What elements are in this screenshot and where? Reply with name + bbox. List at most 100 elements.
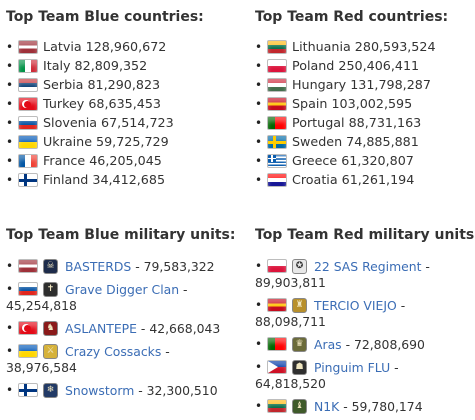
military-unit-damage-continued: 45,254,818 — [6, 298, 77, 313]
military-unit-link[interactable]: Crazy Cossacks — [65, 343, 162, 359]
bullet-icon: • — [255, 259, 263, 273]
bullet-icon: • — [255, 115, 263, 130]
blue-countries-section: Top Team Blue countries: • Latvia 128,960… — [6, 9, 236, 189]
military-unit-damage: - 42,668,043 — [136, 320, 221, 336]
bullet-icon: • — [255, 399, 263, 413]
red-units-section: Top Team Red military units: • ✪ 22 SAS Re… — [255, 227, 475, 420]
military-unit-link[interactable]: 22 SAS Regiment — [314, 258, 422, 274]
lithuania-flag — [267, 399, 287, 413]
bullet-icon: • — [6, 282, 14, 296]
greece-flag — [267, 153, 287, 168]
bullet-icon: • — [255, 96, 263, 111]
country-name-and-damage: Finland 34,412,685 — [43, 172, 166, 187]
country-name-and-damage: Serbia 81,290,823 — [43, 77, 161, 92]
military-unit-link[interactable]: ASLANTEPE — [65, 320, 137, 336]
bullet-icon: • — [255, 39, 263, 54]
country-list-item: • Spain 103,002,595 — [255, 94, 475, 113]
blue-countries-list: • Latvia 128,960,672 • Italy 82,809,352 • Ser… — [6, 37, 236, 189]
red-countries-heading: Top Team Red countries: — [255, 9, 449, 25]
bullet-icon: • — [6, 115, 14, 130]
spain-flag — [267, 298, 287, 312]
country-list-item: • France 46,205,045 — [6, 151, 236, 170]
aras-emblem[interactable]: ♛ — [292, 336, 307, 352]
military-unit-list-item: • ⚔ Crazy Cossacks - 38,976,584 — [6, 342, 236, 376]
grave-digger-emblem[interactable]: ✝ — [43, 281, 58, 297]
military-unit-list-item: • ♜ TERCIO VIEJO - 88,098,711 — [255, 296, 475, 330]
red-countries-list: • Lithuania 280,593,524 • Poland 250,406,41… — [255, 37, 475, 189]
crazy-cossacks-emblem[interactable]: ⚔ — [43, 343, 58, 359]
finland-flag — [18, 172, 38, 187]
military-unit-damage: - — [421, 258, 430, 274]
bullet-icon: • — [255, 337, 263, 351]
bullet-icon: • — [255, 153, 263, 168]
country-list-item: • Lithuania 280,593,524 — [255, 37, 475, 56]
aslantepe-emblem[interactable]: ♞ — [43, 320, 58, 336]
country-name-and-damage: Hungary 131,798,287 — [292, 77, 431, 92]
military-unit-list-item: • ♝ N1K - 59,780,174 — [255, 397, 475, 415]
pinguim-emblem[interactable]: ☗ — [292, 359, 307, 375]
bullet-icon: • — [6, 153, 14, 168]
slovenia-flag — [18, 115, 38, 130]
bullet-icon: • — [6, 321, 14, 335]
country-list-item: • Poland 250,406,411 — [255, 56, 475, 75]
bullet-icon: • — [6, 259, 14, 273]
snowstorm-emblem[interactable]: ❄ — [43, 382, 58, 398]
bullet-icon: • — [6, 344, 14, 358]
basterds-emblem[interactable]: ☠ — [43, 258, 58, 274]
military-unit-damage-continued: 38,976,584 — [6, 360, 77, 375]
military-unit-link[interactable]: Snowstorm — [65, 382, 135, 398]
military-unit-damage-continued: 64,818,520 — [255, 376, 326, 391]
country-list-item: • Hungary 131,798,287 — [255, 75, 475, 94]
country-list-item: • Latvia 128,960,672 — [6, 37, 236, 56]
military-unit-damage: - 72,808,690 — [341, 336, 425, 352]
blue-units-heading: Top Team Blue military units: — [6, 227, 236, 243]
n1k-emblem[interactable]: ♝ — [292, 398, 307, 414]
bullet-icon: • — [6, 58, 14, 73]
military-unit-list-item: • ☠ BASTERDS - 79,583,322 — [6, 257, 236, 275]
bullet-icon: • — [255, 134, 263, 149]
country-list-item: • Greece 61,320,807 — [255, 151, 475, 170]
tercio-viejo-emblem[interactable]: ♜ — [292, 297, 307, 313]
lithuania-flag — [267, 39, 287, 54]
country-name-and-damage: Portugal 88,731,163 — [292, 115, 422, 130]
military-unit-damage: - — [396, 297, 406, 313]
latvia-flag — [18, 39, 38, 54]
country-list-item: • Slovenia 67,514,723 — [6, 113, 236, 132]
country-list-item: • Finland 34,412,685 — [6, 170, 236, 189]
poland-flag — [267, 259, 287, 273]
country-name-and-damage: Greece 61,320,807 — [292, 153, 414, 168]
military-unit-link[interactable]: TERCIO VIEJO — [314, 297, 397, 313]
country-list-item: • Serbia 81,290,823 — [6, 75, 236, 94]
bullet-icon: • — [6, 134, 14, 149]
country-name-and-damage: Sweden 74,885,881 — [292, 134, 419, 149]
bullet-icon: • — [255, 58, 263, 73]
red-units-list: • ✪ 22 SAS Regiment - 89,903,811 • ♜ TERCIO VI… — [255, 257, 475, 415]
spain-flag — [267, 96, 287, 111]
italy-flag — [18, 58, 38, 73]
military-unit-list-item: • ☗ Pinguim FLU - 64,818,520 — [255, 358, 475, 392]
military-unit-list-item: • ✝ Grave Digger Clan - 45,254,818 — [6, 280, 236, 314]
22-sas-emblem[interactable]: ✪ — [292, 258, 307, 274]
country-name-and-damage: Slovenia 67,514,723 — [43, 115, 174, 130]
military-unit-link[interactable]: N1K — [314, 398, 340, 414]
country-list-item: • Ukraine 59,725,729 — [6, 132, 236, 151]
ukraine-flag — [18, 344, 38, 358]
military-unit-link[interactable]: Aras — [314, 336, 342, 352]
military-unit-link[interactable]: Grave Digger Clan — [65, 281, 180, 297]
military-unit-list-item: • ✪ 22 SAS Regiment - 89,903,811 — [255, 257, 475, 291]
military-unit-damage: - — [161, 343, 170, 359]
country-list-item: • Croatia 61,261,194 — [255, 170, 475, 189]
military-unit-link[interactable]: BASTERDS — [65, 258, 132, 274]
blue-units-list: • ☠ BASTERDS - 79,583,322 • ✝ Grave Digger Cl… — [6, 257, 236, 399]
bullet-icon: • — [6, 172, 14, 187]
france-flag — [18, 153, 38, 168]
portugal-flag — [267, 337, 287, 351]
military-unit-damage: - — [390, 359, 399, 375]
country-name-and-damage: France 46,205,045 — [43, 153, 162, 168]
country-name-and-damage: Ukraine 59,725,729 — [43, 134, 169, 149]
bullet-icon: • — [255, 77, 263, 92]
blue-countries-heading: Top Team Blue countries: — [6, 9, 204, 25]
bullet-icon: • — [6, 96, 14, 111]
bullet-icon: • — [6, 39, 14, 54]
military-unit-link[interactable]: Pinguim FLU — [314, 359, 391, 375]
